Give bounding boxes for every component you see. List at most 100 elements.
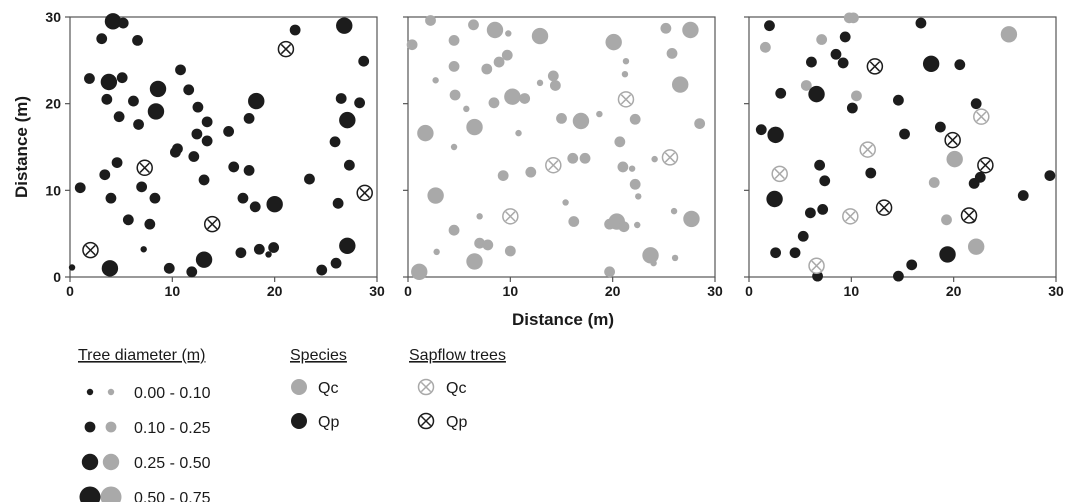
- tree-point: [974, 171, 986, 183]
- tree-point: [906, 259, 918, 271]
- tree-point: [497, 170, 509, 182]
- tree-point: [96, 33, 108, 45]
- x-tick-label: 0: [745, 283, 753, 299]
- x-tick-label: 10: [503, 283, 519, 299]
- points: [406, 15, 706, 280]
- tree-point: [915, 17, 927, 29]
- tree-point: [117, 17, 129, 29]
- tree-point: [493, 56, 505, 68]
- tree-point: [922, 55, 940, 72]
- tree-point: [304, 173, 315, 185]
- tree-point: [144, 218, 156, 230]
- x-axis-label: Distance (m): [512, 310, 614, 329]
- tree-point: [671, 254, 679, 262]
- tree-point: [175, 64, 186, 76]
- tree-point: [195, 251, 213, 268]
- tree-point: [851, 90, 862, 102]
- tree-point: [766, 190, 783, 208]
- tree-point: [928, 177, 940, 188]
- tree-point: [339, 237, 356, 254]
- tree-point: [683, 210, 700, 228]
- sapflow-tree-point: [960, 207, 978, 224]
- tree-point: [549, 80, 561, 91]
- tree-point: [505, 30, 512, 37]
- tree-point: [605, 33, 622, 51]
- tree-point: [556, 113, 567, 124]
- tree-point: [335, 93, 347, 104]
- tree-point: [847, 12, 859, 24]
- tree-point: [84, 73, 95, 84]
- x-tick-label: 10: [165, 283, 181, 299]
- tree-point: [163, 262, 175, 274]
- tree-point: [448, 61, 460, 72]
- tree-point: [670, 207, 678, 215]
- sapflow-tree-point: [203, 215, 221, 233]
- legend-species: Qc Qp: [291, 379, 339, 431]
- tree-point: [265, 251, 272, 258]
- tree-point: [839, 31, 851, 43]
- tree-point: [268, 242, 280, 253]
- tree-point: [448, 224, 460, 236]
- x-tick-label: 20: [267, 283, 283, 299]
- tree-point: [433, 248, 440, 256]
- x-tick-label: 30: [1048, 283, 1064, 299]
- sapflow-tree-point: [661, 149, 679, 166]
- tree-point: [946, 150, 963, 168]
- tree-point: [899, 128, 910, 140]
- tree-point: [579, 152, 591, 164]
- tree-point: [463, 105, 470, 113]
- legend-diameter-qp-swatch: [79, 486, 101, 502]
- tree-point: [846, 102, 858, 114]
- y-axis-label: Distance (m): [12, 96, 31, 198]
- sapflow-tree-point: [502, 208, 519, 225]
- tree-point: [759, 41, 771, 53]
- legend-sapflow-qp-swatch: [417, 412, 435, 430]
- tree-point: [682, 21, 699, 39]
- x-tick-label: 10: [844, 283, 860, 299]
- tree-point: [191, 128, 203, 140]
- tree-point: [666, 48, 678, 59]
- tree-point: [488, 97, 500, 109]
- tree-point: [101, 260, 119, 277]
- tree-point: [74, 182, 86, 194]
- tree-point: [536, 79, 544, 87]
- tree-point: [132, 35, 143, 46]
- tree-point: [1000, 26, 1018, 43]
- tree-point: [808, 85, 825, 103]
- sapflow-tree-point: [977, 156, 994, 174]
- tree-point: [417, 124, 434, 142]
- legend-sapflow-label: Qc: [446, 380, 466, 397]
- tree-point: [432, 77, 439, 84]
- tree-point: [468, 19, 479, 31]
- tree-point: [635, 193, 642, 200]
- y-tick-label: 30: [45, 9, 61, 25]
- points: [68, 13, 373, 278]
- legend-sapflow: Qc Qp: [417, 378, 467, 431]
- tree-point: [149, 192, 161, 204]
- tree-point: [775, 87, 787, 99]
- tree-point: [466, 253, 483, 270]
- sapflow-tree-point: [617, 91, 635, 108]
- points: [755, 12, 1056, 282]
- tree-point: [806, 56, 817, 68]
- tree-point: [339, 111, 356, 129]
- tree-point: [504, 88, 521, 105]
- tree-point: [893, 270, 904, 282]
- tree-point: [596, 110, 603, 118]
- tree-point: [621, 71, 629, 78]
- tree-point: [618, 221, 630, 233]
- tree-point: [650, 259, 657, 267]
- tree-point: [316, 264, 328, 276]
- panel-2: 0 10 20 30: [403, 15, 723, 299]
- tree-point: [562, 199, 569, 206]
- tree-point: [954, 59, 966, 71]
- tree-point: [789, 247, 801, 259]
- tree-point: [970, 98, 982, 110]
- tree-point: [425, 15, 436, 26]
- tree-point: [572, 112, 590, 130]
- legend-diameter-title: Tree diameter (m): [78, 347, 205, 364]
- y-tick-label: 10: [45, 182, 61, 198]
- tree-point: [116, 72, 128, 84]
- sapflow-tree-point: [859, 141, 876, 158]
- tree-point: [672, 76, 689, 93]
